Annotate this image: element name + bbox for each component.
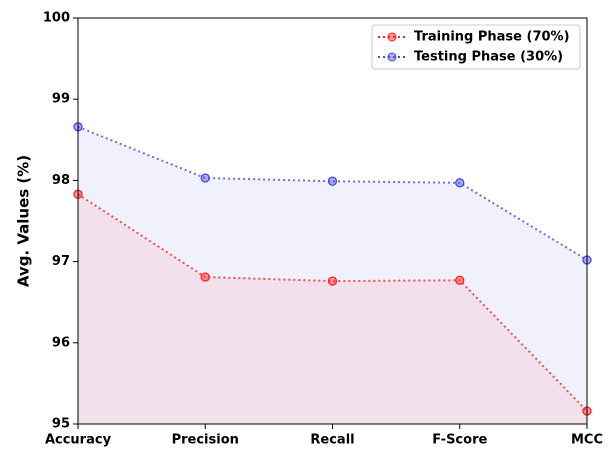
legend-box [371, 24, 581, 70]
legend-marker [387, 32, 397, 42]
y-tick-label: 98 [52, 173, 70, 188]
marker [327, 176, 338, 186]
x-tick-label: Precision [172, 433, 239, 448]
area [78, 126, 587, 425]
x-tick-label: Recall [310, 433, 354, 448]
y-tick-label: 95 [52, 417, 70, 432]
marker [455, 178, 465, 188]
marker [327, 276, 338, 286]
marker [455, 275, 465, 285]
y-tick-label: 96 [52, 335, 70, 350]
x-tick-label: F-Score [432, 433, 487, 448]
x-tick-label: MCC [571, 433, 603, 448]
y-tick-label: 99 [52, 92, 70, 107]
x-tick-label: Accuracy [45, 433, 112, 448]
line [77, 125, 588, 261]
marker [200, 173, 210, 183]
y-tick-label: 97 [52, 254, 70, 269]
legend-marker [387, 52, 397, 62]
legend-label: Training Phase (70%) [414, 30, 570, 45]
marker [200, 272, 210, 282]
y-axis-label: Avg. Values (%) [15, 155, 33, 287]
y-tick-label: 100 [43, 11, 70, 26]
legend-label: Testing Phase (30%) [414, 50, 563, 65]
plot-frame [77, 17, 588, 425]
line [77, 193, 588, 412]
area [78, 194, 587, 424]
